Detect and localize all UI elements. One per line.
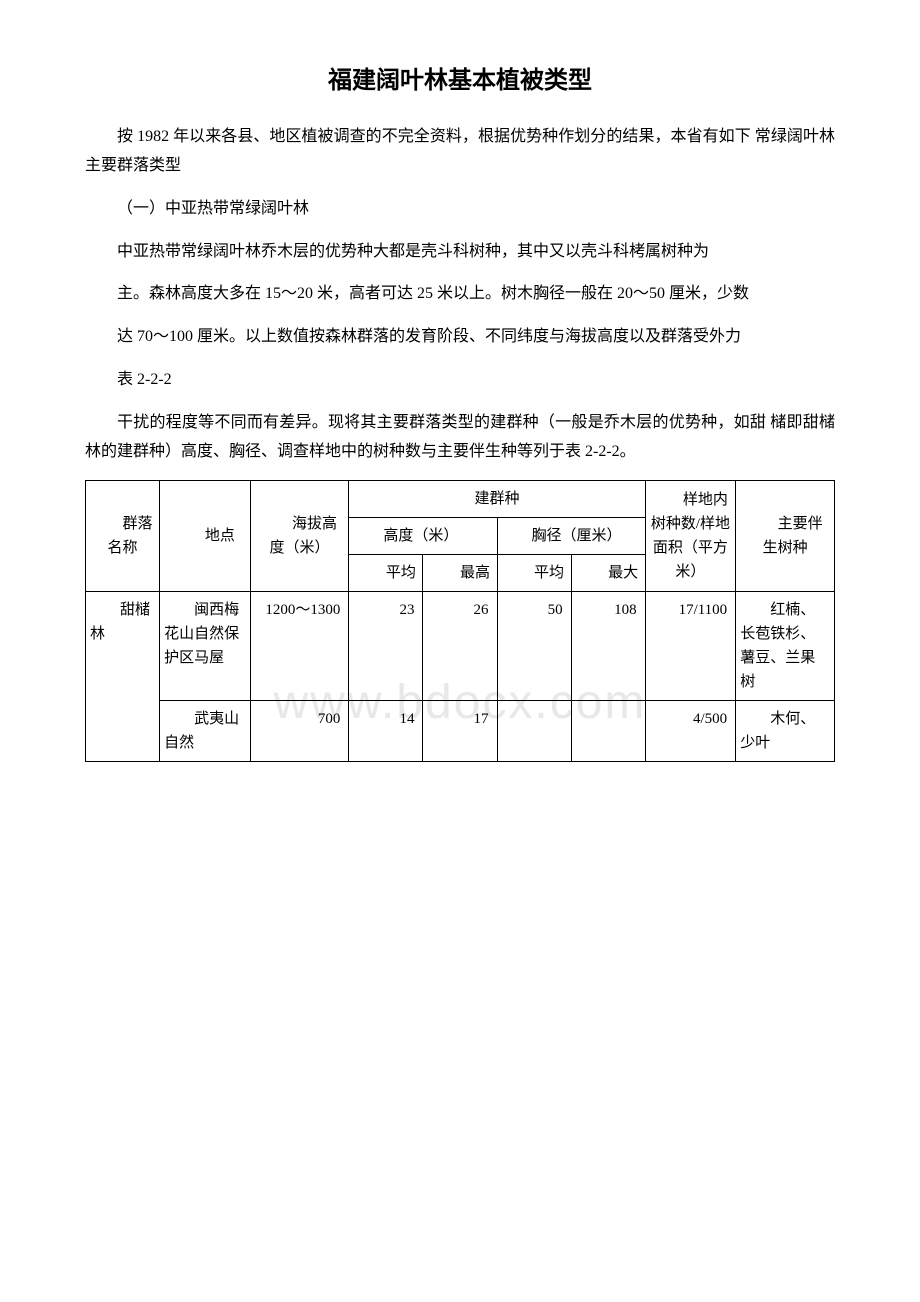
table-row: 武夷山自然 700 14 17 4/500 木何、少叶 — [86, 701, 835, 762]
cell-hmax-0: 26 — [423, 592, 497, 701]
header-height-avg: 平均 — [349, 555, 423, 592]
table-header-row-1: 群落名称 地点 海拔高度（米） 建群种 样地内树种数/样地面积（平方米） 主要伴… — [86, 481, 835, 518]
cell-companion-1: 木何、少叶 — [736, 701, 835, 762]
cell-count-0: 17/1100 — [645, 592, 736, 701]
cell-name-0: 甜槠林 — [86, 592, 160, 762]
paragraph-2: （一）中亚热带常绿阔叶林 — [85, 195, 835, 224]
header-height: 高度（米） — [349, 518, 497, 555]
cell-dmax-1 — [571, 701, 645, 762]
table-row: 甜槠林 闽西梅花山自然保护区马屋 1200～1300 23 26 50 108 … — [86, 592, 835, 701]
cell-havg-1: 14 — [349, 701, 423, 762]
cell-companion-0: 红楠、长苞铁杉、薯豆、兰果树 — [736, 592, 835, 701]
cell-davg-0: 50 — [497, 592, 571, 701]
document-content: 福建阔叶林基本植被类型 按 1982 年以来各县、地区植被调查的不完全资料，根据… — [85, 60, 835, 762]
cell-location-1: 武夷山自然 — [160, 701, 251, 762]
cell-havg-0: 23 — [349, 592, 423, 701]
cell-altitude-1: 700 — [250, 701, 349, 762]
paragraph-7: 干扰的程度等不同而有差异。现将其主要群落类型的建群种（一般是乔木层的优势种，如甜… — [85, 409, 835, 467]
cell-location-0: 闽西梅花山自然保护区马屋 — [160, 592, 251, 701]
paragraph-1: 按 1982 年以来各县、地区植被调查的不完全资料，根据优势种作划分的结果，本省… — [85, 123, 835, 181]
cell-count-1: 4/500 — [645, 701, 736, 762]
header-companion: 主要伴生树种 — [736, 481, 835, 592]
vegetation-table: 群落名称 地点 海拔高度（米） 建群种 样地内树种数/样地面积（平方米） 主要伴… — [85, 480, 835, 762]
cell-davg-1 — [497, 701, 571, 762]
paragraph-6: 表 2-2-2 — [85, 366, 835, 395]
header-diameter: 胸径（厘米） — [497, 518, 645, 555]
header-altitude: 海拔高度（米） — [250, 481, 349, 592]
paragraph-5: 达 70～100 厘米。以上数值按森林群落的发育阶段、不同纬度与海拔高度以及群落… — [85, 323, 835, 352]
header-species-group: 建群种 — [349, 481, 645, 518]
paragraph-4: 主。森林高度大多在 15～20 米，高者可达 25 米以上。树木胸径一般在 20… — [85, 280, 835, 309]
header-location: 地点 — [160, 481, 251, 592]
cell-hmax-1: 17 — [423, 701, 497, 762]
cell-altitude-0: 1200～1300 — [250, 592, 349, 701]
header-height-max: 最高 — [423, 555, 497, 592]
header-diameter-max: 最大 — [571, 555, 645, 592]
header-diameter-avg: 平均 — [497, 555, 571, 592]
header-name: 群落名称 — [86, 481, 160, 592]
header-tree-count: 样地内树种数/样地面积（平方米） — [645, 481, 736, 592]
cell-dmax-0: 108 — [571, 592, 645, 701]
document-title: 福建阔叶林基本植被类型 — [85, 60, 835, 103]
paragraph-3: 中亚热带常绿阔叶林乔木层的优势种大都是壳斗科树种，其中又以壳斗科栲属树种为 — [85, 238, 835, 267]
